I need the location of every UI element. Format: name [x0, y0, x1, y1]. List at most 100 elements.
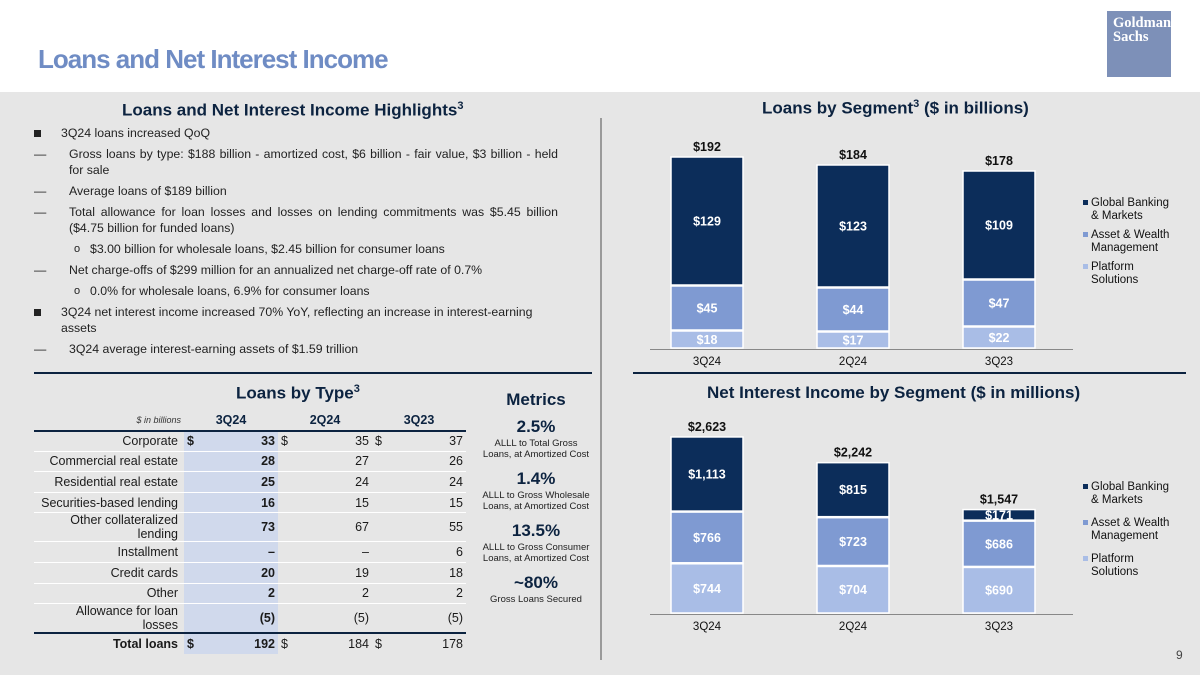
table-row: Securities-based lending 16 15 15: [34, 492, 466, 513]
loans-by-type-table: $ in billions 3Q24 2Q24 3Q23 Corporate $3…: [34, 410, 466, 654]
metric-description: ALLL to Gross Wholesale Loans, at Amorti…: [482, 490, 590, 512]
x-tick-label: 3Q24: [693, 356, 722, 368]
highlight-item: 0.0% for wholesale loans, 6.9% for consu…: [34, 283, 558, 299]
row-label: Other collateralized lending: [70, 513, 178, 542]
unit-label: $ in billions: [136, 414, 181, 425]
value-text: 2: [456, 586, 463, 601]
legend-label: Global Banking & Markets: [1091, 197, 1169, 222]
bar-segment: [962, 279, 1036, 327]
loans-by-segment-chart: $18 $45 $129 $192 3Q24 $17 $44 $123 $184 2Q24 $22 $…: [650, 140, 1169, 368]
bar-data-label: $17: [843, 334, 864, 348]
bar-data-label: $744: [693, 582, 721, 596]
value-text: 2: [362, 586, 369, 601]
loans-by-segment-title-sup: 3: [913, 98, 920, 110]
highlights-list: 3Q24 loans increased QoQ Gross loans by t…: [34, 125, 558, 362]
row-value: 18: [372, 563, 466, 584]
value-text: 2: [268, 586, 275, 601]
bar-data-label: $690: [985, 584, 1013, 598]
row-value: 55: [372, 513, 466, 542]
metric-description: ALLL to Gross Consumer Loans, at Amortiz…: [482, 542, 590, 564]
row-value: $178: [372, 633, 466, 654]
table-total-row: Total loans $192 $184 $178: [34, 633, 466, 654]
bar-total-label: $178: [985, 154, 1013, 168]
page-number: 9: [1176, 648, 1183, 662]
legend-swatch: [1083, 484, 1088, 489]
row-label: Credit cards: [110, 565, 178, 580]
value-text: 192: [254, 637, 275, 652]
row-value: 2: [278, 583, 372, 604]
value-text: 184: [348, 637, 369, 652]
value-text: (5): [259, 611, 275, 626]
highlights-title-sup: 3: [457, 100, 464, 112]
metric-item: 13.5% ALLL to Gross Consumer Loans, at Am…: [480, 520, 592, 564]
row-label: Installment: [117, 545, 178, 560]
row-value: 19: [278, 563, 372, 584]
metric-value: 2.5%: [516, 417, 556, 436]
row-value: 16: [184, 492, 278, 513]
loans-by-type-title: Loans by Type3: [236, 383, 360, 404]
bar-data-label: $686: [985, 537, 1013, 551]
bar-segment: [816, 331, 890, 349]
legend-label: Asset & Wealth Management: [1091, 229, 1169, 254]
row-value: 2: [372, 583, 466, 604]
metrics-title: Metrics: [506, 390, 566, 409]
bar-segment: [962, 170, 1036, 280]
row-value: 26: [372, 451, 466, 472]
table-row: Credit cards 20 19 18: [34, 562, 466, 584]
x-tick-label: 2Q24: [839, 621, 868, 633]
row-label: Corporate: [122, 434, 178, 449]
loans-by-segment-title-text: Loans by Segment: [762, 98, 914, 118]
col-header-2q24: 2Q24: [309, 412, 341, 427]
bar-total-label: $2,242: [834, 446, 872, 460]
bar-data-label: $22: [989, 331, 1010, 345]
goldman-sachs-logo: Goldman Sachs: [1107, 11, 1171, 77]
currency-symbol: $: [187, 434, 194, 449]
table-row: Other collateralized lending 73 67 55: [34, 512, 466, 542]
value-text: 37: [449, 434, 463, 449]
bar-data-label: $1,113: [688, 468, 726, 482]
value-text: 26: [449, 454, 463, 469]
row-value: 28: [184, 451, 278, 472]
row-value: 73: [184, 512, 278, 542]
row-value: $33: [184, 430, 278, 452]
table-row: Other 2 2 2: [34, 583, 466, 604]
logo-line-1: Goldman: [1113, 15, 1172, 31]
bar-segment: [670, 436, 744, 512]
row-label: Allowance for loan losses: [75, 604, 178, 633]
bar-total-label: $1,547: [980, 493, 1018, 507]
row-value: (5): [278, 604, 372, 634]
value-text: 15: [449, 495, 463, 510]
row-value: $192: [184, 633, 278, 654]
highlight-item: Gross loans by type: $188 billion - amor…: [34, 146, 558, 178]
value-text: 27: [355, 454, 369, 469]
bar-data-label: $109: [985, 219, 1013, 233]
value-text: 6: [456, 545, 463, 560]
bar-data-label: $44: [843, 303, 864, 317]
bar-data-label: $129: [693, 215, 721, 229]
bar-data-label: $45: [697, 302, 718, 316]
metric-item: 1.4% ALLL to Gross Wholesale Loans, at Am…: [480, 468, 592, 512]
legend-label: Platform Solutions: [1091, 553, 1139, 578]
highlight-item: Net charge-offs of $299 million for an a…: [34, 262, 558, 278]
metric-item: 2.5% ALLL to Total Gross Loans, at Amorti…: [480, 416, 592, 460]
highlight-item: 3Q24 average interest-earning assets of …: [34, 341, 558, 357]
slide-title: Loans and Net Interest Income: [38, 44, 389, 74]
legend-swatch: [1083, 200, 1088, 205]
row-value: 6: [372, 542, 466, 563]
bar-segment: [670, 285, 744, 331]
x-tick-label: 2Q24: [839, 356, 868, 368]
row-value: 27: [278, 451, 372, 472]
highlights-title: Loans and Net Interest Income Highlights…: [122, 100, 463, 121]
row-value: 15: [372, 492, 466, 513]
bar-segment: [962, 566, 1036, 614]
value-text: 67: [355, 520, 369, 535]
row-label: Commercial real estate: [49, 454, 178, 469]
value-text: 35: [355, 434, 369, 449]
bar-segment: [816, 516, 890, 567]
legend-label: Global Banking & Markets: [1091, 481, 1169, 506]
value-text: 15: [355, 495, 369, 510]
bar-segment: [816, 287, 890, 332]
bar-data-label: $171: [985, 508, 1013, 522]
row-value: 25: [184, 471, 278, 493]
bar-segment: [670, 563, 744, 614]
